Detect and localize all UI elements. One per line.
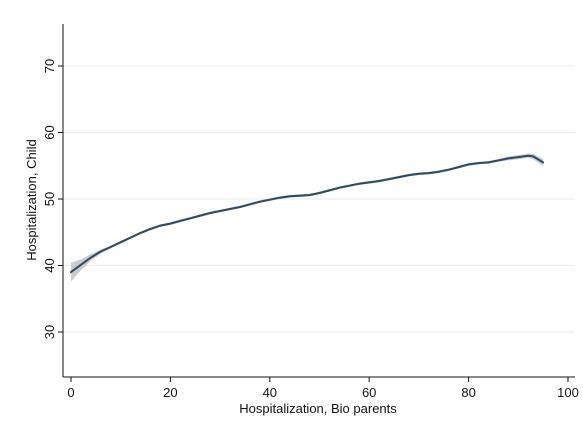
x-axis-title: Hospitalization, Bio parents [239,401,397,416]
x-tick-label: 80 [461,385,475,400]
confidence-band [71,153,544,282]
x-tick-label: 20 [163,385,177,400]
confidence-band-layer [71,153,544,282]
x-tick-label: 60 [362,385,376,400]
x-tick-label: 100 [557,385,579,400]
y-axis-title: Hospitalization, Child [24,139,39,260]
y-tick-label: 40 [42,258,57,272]
grid-layer [63,65,575,333]
series-line [70,154,545,274]
x-tick-label: 0 [67,385,74,400]
y-tick-label: 60 [42,125,57,139]
y-tick-label: 70 [42,59,57,73]
series-line-layer [70,154,545,274]
y-tick-label: 50 [42,192,57,206]
y-tick-label: 30 [42,325,57,339]
axis-layer: 30 40 50 60 70 0 20 40 60 80 100 [42,24,579,400]
x-tick-label: 40 [263,385,277,400]
